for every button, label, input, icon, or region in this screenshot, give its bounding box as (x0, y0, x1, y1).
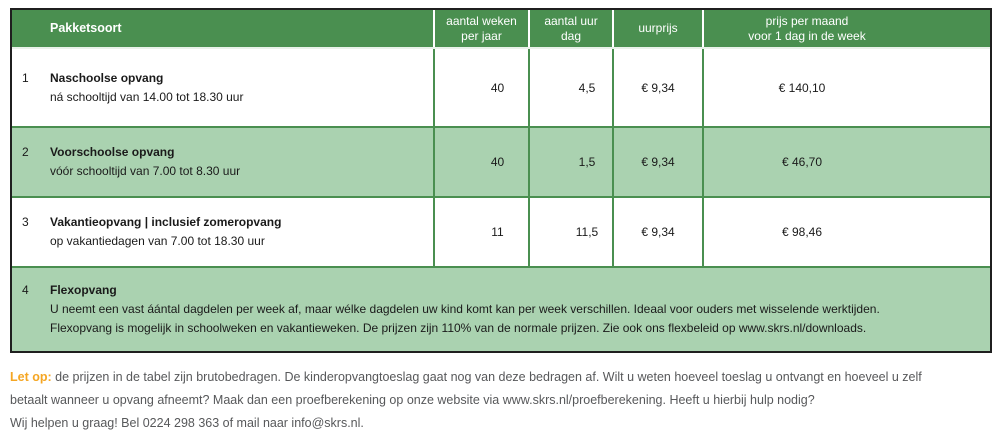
pakket-title: Vakantieopvang | inclusief zomeropvang (50, 215, 282, 229)
pakket-title: Naschoolse opvang (50, 70, 164, 85)
note-line-2: betaalt wanneer u opvang afneemt? Maak d… (10, 393, 815, 407)
header-uurprijs-label: uurprijs (638, 21, 678, 35)
pricing-table: Pakketsoort aantal weken per jaar aantal… (10, 8, 992, 353)
weken-value: 40 (433, 128, 528, 196)
header-prijs-line2: voor 1 dag in de week (748, 28, 866, 43)
row-number: 1 (22, 70, 29, 85)
table-row-flexopvang: 4 Flexopvang U neemt een vast áántal dag… (12, 266, 990, 351)
weken-value: 40 (433, 49, 528, 126)
header-aantal-weken: aantal weken per jaar (433, 10, 528, 47)
header-uurprijs: uurprijs (612, 10, 702, 47)
header-aantal-uur-line1: aantal uur (544, 13, 598, 28)
pakket-subtitle: ná schooltijd van 14.00 tot 18.30 uur (50, 89, 244, 104)
pakket-cell: 3 Vakantieopvang | inclusief zomeropvang… (12, 198, 433, 266)
pakket-subtitle: vóór schooltijd van 7.00 tot 8.30 uur (50, 164, 241, 178)
weken-value: 11 (433, 198, 528, 266)
header-pakketsoort: Pakketsoort (12, 10, 433, 47)
uur-value: 4,5 (528, 49, 612, 126)
header-aantal-uur: aantal uur dag (528, 10, 612, 47)
pakket-subtitle: op vakantiedagen van 7.00 tot 18.30 uur (50, 234, 265, 248)
maandprijs-value: € 98,46 (702, 198, 990, 266)
pakket-cell: 2 Voorschoolse opvang vóór schooltijd va… (12, 128, 433, 196)
uur-value: 1,5 (528, 128, 612, 196)
flexopvang-description-line2: Flexopvang is mogelijk in schoolweken en… (50, 321, 867, 335)
header-prijs-per-maand: prijs per maand voor 1 dag in de week (702, 10, 990, 47)
table-row-vakantieopvang: 3 Vakantieopvang | inclusief zomeropvang… (12, 196, 990, 266)
pakket-title: Flexopvang (50, 282, 117, 297)
row-number: 4 (22, 282, 29, 297)
note-accent-label: Let op: (10, 370, 52, 384)
table-row-naschoolse-opvang: 1 Naschoolse opvang ná schooltijd van 14… (12, 47, 990, 126)
uur-value: 11,5 (528, 198, 612, 266)
flexopvang-cell: 4 Flexopvang U neemt een vast áántal dag… (12, 268, 990, 351)
header-aantal-weken-line2: per jaar (461, 28, 502, 43)
flexopvang-description-line1: U neemt een vast áántal dagdelen per wee… (50, 301, 880, 316)
header-pakketsoort-label: Pakketsoort (50, 21, 122, 35)
header-aantal-uur-line2: dag (560, 28, 582, 43)
header-aantal-weken-line1: aantal weken (446, 13, 517, 28)
note-line-1: Let op: de prijzen in de tabel zijn brut… (10, 366, 995, 389)
note-text-1: de prijzen in de tabel zijn brutobedrage… (55, 370, 922, 384)
row-number: 2 (22, 145, 29, 159)
header-prijs-line1: prijs per maand (765, 13, 849, 28)
uurprijs-value: € 9,34 (612, 198, 702, 266)
uurprijs-value: € 9,34 (612, 128, 702, 196)
pakket-cell: 1 Naschoolse opvang ná schooltijd van 14… (12, 49, 433, 126)
note-section: Let op: de prijzen in de tabel zijn brut… (10, 366, 995, 434)
note-line-3: Wij helpen u graag! Bel 0224 298 363 of … (10, 416, 364, 430)
row-number: 3 (22, 215, 29, 229)
table-row-voorschoolse-opvang: 2 Voorschoolse opvang vóór schooltijd va… (12, 126, 990, 196)
maandprijs-value: € 140,10 (702, 49, 990, 126)
pakket-title: Voorschoolse opvang (50, 145, 175, 159)
uurprijs-value: € 9,34 (612, 49, 702, 126)
table-header-row: Pakketsoort aantal weken per jaar aantal… (12, 10, 990, 47)
maandprijs-value: € 46,70 (702, 128, 990, 196)
